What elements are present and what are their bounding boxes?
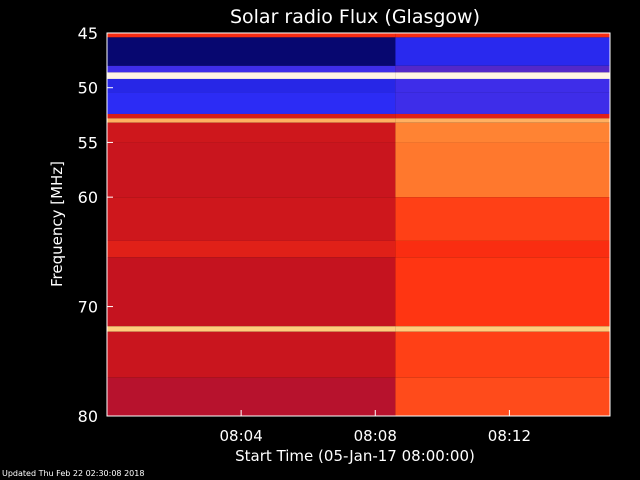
band-before-burst (107, 92, 396, 114)
y-axis-label: Frequency [MHz] (48, 161, 66, 287)
plot-frame (106, 32, 611, 417)
band-before-burst (107, 122, 396, 143)
band-before-burst (107, 377, 396, 416)
band-after-burst (395, 197, 610, 241)
x-tick-label: 08:04 (220, 427, 263, 445)
band-after-burst (395, 78, 610, 93)
x-tick-label: 08:08 (354, 427, 397, 445)
band-after-burst (395, 113, 610, 119)
x-axis: 08:04 08:08 08:12 (220, 410, 531, 445)
band-before-burst (107, 33, 396, 38)
y-tick-label: 70 (78, 298, 98, 317)
y-tick-label: 55 (78, 133, 98, 152)
band-after-burst (395, 37, 610, 66)
band-before-burst (107, 118, 396, 123)
y-tick-label: 45 (78, 24, 98, 43)
band-after-burst (395, 122, 610, 143)
band-before-burst (107, 331, 396, 378)
band-after-burst (395, 92, 610, 114)
band-after-burst (395, 33, 610, 38)
chart-title: Solar radio Flux (Glasgow) (230, 6, 480, 28)
band-after-burst (395, 142, 610, 198)
band-after-burst (395, 240, 610, 258)
band-after-burst (395, 118, 610, 123)
band-before-burst (107, 142, 396, 198)
band-before-burst (107, 37, 396, 66)
band-before-burst (107, 240, 396, 258)
band-before-burst (107, 78, 396, 93)
band-after-burst (395, 377, 610, 416)
y-tick-label: 80 (78, 407, 98, 426)
y-tick-label: 50 (78, 79, 98, 98)
y-tick-label: 60 (78, 188, 98, 207)
band-after-burst (395, 326, 610, 332)
updated-timestamp: Updated Thu Feb 22 02:30:08 2018 (2, 469, 145, 478)
x-tick-label: 08:12 (488, 427, 531, 445)
y-axis: 45 50 55 60 70 80 (78, 24, 113, 426)
band-after-burst (395, 257, 610, 327)
band-after-burst (395, 331, 610, 378)
x-axis-label: Start Time (05-Jan-17 08:00:00) (235, 447, 475, 465)
band-before-burst (107, 113, 396, 119)
band-before-burst (107, 65, 396, 73)
band-before-burst (107, 197, 396, 241)
band-before-burst (107, 257, 396, 327)
band-after-burst (395, 65, 610, 73)
band-before-burst (107, 72, 396, 79)
band-before-burst (107, 326, 396, 332)
band-after-burst (395, 72, 610, 79)
heatmap-area (107, 33, 610, 416)
